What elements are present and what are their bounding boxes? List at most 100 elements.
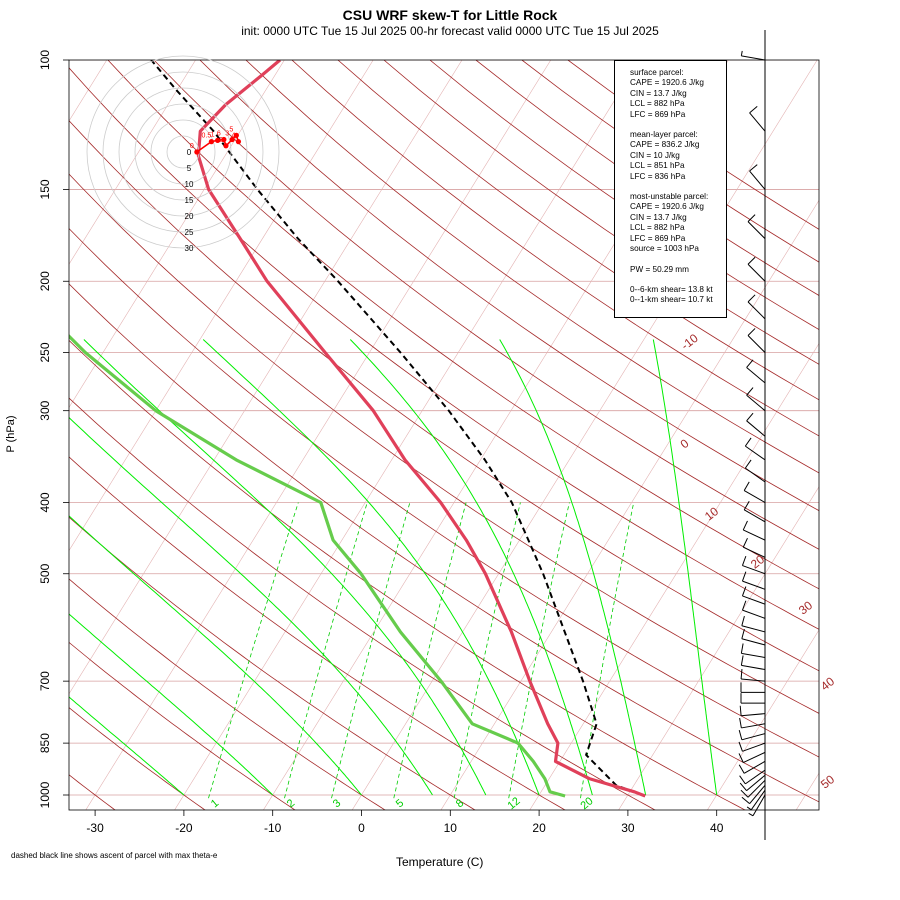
x-tick-label: -30 <box>86 821 104 835</box>
dry-adiabat <box>69 516 476 810</box>
hodograph-ring-label: 5 <box>187 164 192 173</box>
dry-adiabat <box>245 60 819 474</box>
wind-barb <box>739 705 766 717</box>
wind-barb <box>746 359 766 384</box>
isotherm <box>618 486 819 810</box>
most-unstable-cape: CAPE = 1920.6 J/kg <box>630 202 704 212</box>
dry-adiabat <box>69 774 116 810</box>
x-tick-label: 10 <box>444 821 458 835</box>
surface-lfc: LFC = 869 hPa <box>630 109 686 119</box>
pw-block: PW = 50.29 mm <box>630 265 726 275</box>
dry-adiabat <box>69 227 819 758</box>
mixing-ratio-label: 3 <box>331 797 343 810</box>
profiles <box>69 60 646 798</box>
hodograph-point-label: 5 <box>229 126 233 133</box>
x-tick-label: 40 <box>710 821 724 835</box>
hodograph-point-label: 6 <box>217 131 221 138</box>
moist-adiabat <box>83 339 487 796</box>
y-tick-label: 100 <box>38 50 52 70</box>
most-unstable-parcel-block: most-unstable parcel: CAPE = 1920.6 J/kg… <box>630 192 726 254</box>
shear-0-1km: 0--1-km shear= 10.7 kt <box>630 295 713 305</box>
isotherm <box>69 60 463 695</box>
y-tick-label: 150 <box>38 179 52 199</box>
isotherm-label: 10 <box>702 504 721 523</box>
moist-adiabat <box>69 696 185 796</box>
isotherm <box>174 60 640 810</box>
wind-barb <box>742 520 766 541</box>
dry-adiabat <box>337 60 819 401</box>
moist-adiabat <box>499 339 647 796</box>
x-tick-label: 0 <box>358 821 365 835</box>
dry-adiabat <box>153 60 819 550</box>
hodograph-ring-label: 0 <box>187 148 192 157</box>
mixing-ratio-label: 5 <box>394 797 406 810</box>
wind-barb <box>749 106 766 132</box>
precipitable-water: PW = 50.29 mm <box>630 264 689 274</box>
y-axis-label: P (hPa) <box>5 415 17 453</box>
y-tick-label: 200 <box>38 271 52 291</box>
hodograph-point-label: 2 <box>219 137 223 144</box>
wind-barb <box>738 760 766 774</box>
wind-barb <box>742 537 766 558</box>
shear-block: 0--6-km shear= 13.8 kt 0--1-km shear= 10… <box>630 285 726 306</box>
isotherm <box>529 342 819 810</box>
wind-barb <box>744 459 766 483</box>
hodograph-point-label: 1 <box>211 131 215 138</box>
wind-barb <box>740 643 766 658</box>
mixing-ratio-line <box>284 502 368 799</box>
hodograph-ring <box>134 103 232 201</box>
hodograph-point <box>235 139 242 145</box>
wind-barb <box>741 571 766 590</box>
hodograph-ring-label: 20 <box>185 212 194 221</box>
wind-barb <box>747 256 766 282</box>
dry-adiabat <box>69 173 819 714</box>
hodograph-point <box>215 137 221 143</box>
surface-cape: CAPE = 1920.6 J/kg <box>630 78 704 88</box>
y-tick-label: 850 <box>38 733 52 753</box>
dry-adiabat <box>69 641 296 810</box>
wind-barb <box>740 779 766 798</box>
most-unstable-lfc: LFC = 869 hPa <box>630 233 686 243</box>
wind-barb <box>747 294 766 320</box>
dry-adiabat <box>69 120 819 672</box>
hodograph-point-label: 3 <box>225 131 229 138</box>
hodograph-ring <box>166 135 200 169</box>
isotherm <box>69 60 285 408</box>
x-tick-label: -10 <box>264 821 282 835</box>
hodograph-ring-label: 30 <box>185 244 194 253</box>
temperature-profile-line <box>196 60 646 798</box>
wind-barb <box>748 794 766 817</box>
dewpoint-profile-line <box>69 333 566 798</box>
hodograph-ring <box>102 71 264 233</box>
hodograph-point <box>229 136 235 143</box>
wind-barb <box>746 789 766 811</box>
hodograph-point-label: 0.5 <box>202 133 212 140</box>
shear-0-6km: 0--6-km shear= 13.8 kt <box>630 284 713 294</box>
isotherm <box>85 60 552 810</box>
wind-barb <box>746 387 766 412</box>
y-tick-label: 500 <box>38 563 52 583</box>
y-tick-label: 400 <box>38 492 52 512</box>
dry-adiabat <box>199 60 819 512</box>
most-unstable-lcl: LCL = 882 hPa <box>630 223 685 233</box>
mean-layer-heading: mean-layer parcel: <box>630 130 698 140</box>
hodograph-point-label: 4 <box>231 133 235 140</box>
isotherm <box>69 60 374 552</box>
isotherm <box>351 60 818 810</box>
isotherm <box>885 60 900 811</box>
moist-adiabat <box>69 416 433 796</box>
wind-barb <box>740 682 765 693</box>
chart-title: CSU WRF skew-T for Little Rock <box>342 7 558 23</box>
isotherm-label: -10 <box>678 331 701 353</box>
dry-adiabat <box>69 339 746 810</box>
moist-adiabat <box>69 515 362 796</box>
wind-barb <box>741 555 766 575</box>
wind-barb <box>747 328 766 353</box>
mean-layer-cin: CIN = 10 J/kg <box>630 150 680 160</box>
wind-barb <box>739 718 766 729</box>
surface-parcel-block: surface parcel: CAPE = 1920.6 J/kg CIN =… <box>630 68 726 120</box>
wind-barb <box>741 628 766 646</box>
moist-adiabat <box>652 339 718 796</box>
